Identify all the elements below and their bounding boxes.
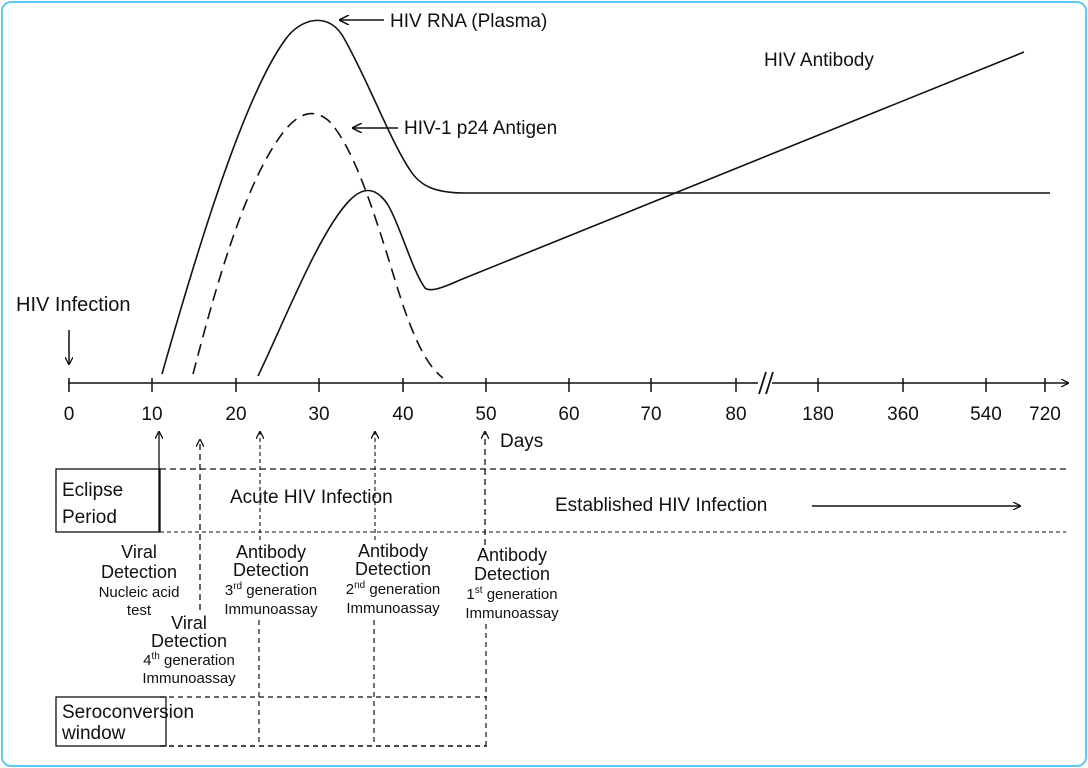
p24-label: HIV-1 p24 Antigen <box>404 118 557 139</box>
days-label: Days <box>500 431 543 452</box>
viral-detection-nat: Viral Detection Nucleic acid test <box>99 542 180 619</box>
seroconversion-box <box>55 696 167 747</box>
ab3-line3: 3rd generation <box>225 581 317 599</box>
ab2-line2: Detection <box>355 559 431 579</box>
axis-ticks: 0 10 20 30 40 50 60 70 80 180 360 540 720 <box>64 378 1061 425</box>
axis-break-mark-2 <box>765 371 774 395</box>
nat-line1: Viral <box>121 542 157 562</box>
ab1-line1: Antibody <box>477 545 547 565</box>
ab2-line4: Immunoassay <box>346 600 440 617</box>
antibody-label: HIV Antibody <box>764 50 874 71</box>
axis-break-mark-1 <box>758 371 767 395</box>
ab1-line4: Immunoassay <box>465 605 559 622</box>
axis-tick-label: 80 <box>725 404 746 425</box>
v4-line2: Detection <box>151 631 227 651</box>
axis-tick-label: 540 <box>970 404 1002 425</box>
nat-line4: test <box>127 602 152 619</box>
rna-label: HIV RNA (Plasma) <box>390 11 547 32</box>
axis-tick-label: 30 <box>308 404 329 425</box>
ab1-line2: Detection <box>474 564 550 584</box>
sero-label-line2: window <box>61 723 126 744</box>
ab3-line2: Detection <box>233 560 309 580</box>
hiv-antibody-curve <box>257 51 1025 377</box>
p24-antigen-curve <box>192 112 444 379</box>
ab1-line3: 1st generation <box>466 585 557 603</box>
antibody-detection-2nd-gen: Antibody Detection 2nd generation Immuno… <box>346 541 441 617</box>
v4-line4: Immunoassay <box>142 670 236 687</box>
axis-tick-label: 20 <box>225 404 246 425</box>
established-infection-label: Established HIV Infection <box>555 495 767 516</box>
axis-tick-label: 10 <box>141 404 162 425</box>
eclipse-label-line2: Period <box>62 507 117 528</box>
nat-line2: Detection <box>101 562 177 582</box>
eclipse-label-line1: Eclipse <box>62 480 123 501</box>
ab3-line1: Antibody <box>236 542 306 562</box>
axis-tick-label: 50 <box>475 404 496 425</box>
ab2-line1: Antibody <box>358 541 428 561</box>
viral-detection-4th-gen: Viral Detection 4th generation Immunoass… <box>142 613 236 687</box>
v4-line1: Viral <box>171 613 207 633</box>
sero-label-line1: Seroconversion <box>62 702 194 723</box>
v4-line3: 4th generation <box>143 651 235 669</box>
antibody-detection-3rd-gen: Antibody Detection 3rd generation Immuno… <box>224 542 318 618</box>
axis-tick-label: 720 <box>1029 404 1061 425</box>
nat-line3: Nucleic acid <box>99 584 180 601</box>
axis-tick-label: 70 <box>640 404 661 425</box>
axis-tick-label: 180 <box>802 404 834 425</box>
axis-tick-label: 360 <box>887 404 919 425</box>
ab2-line3: 2nd generation <box>346 580 441 598</box>
hiv-rna-curve <box>161 19 1050 375</box>
hiv-infection-label: HIV Infection <box>16 294 131 316</box>
antibody-detection-1st-gen: Antibody Detection 1st generation Immuno… <box>465 545 559 622</box>
axis-tick-label: 60 <box>558 404 579 425</box>
axis-tick-label: 40 <box>392 404 413 425</box>
axis-tick-label: 0 <box>64 404 75 425</box>
ab3-line4: Immunoassay <box>224 601 318 618</box>
acute-infection-label: Acute HIV Infection <box>230 487 393 508</box>
eclipse-period-box <box>55 468 161 533</box>
